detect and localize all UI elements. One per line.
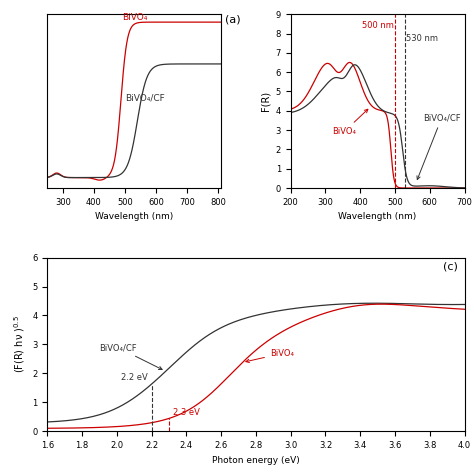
Text: (c): (c) (443, 261, 458, 271)
Text: 2.2 eV: 2.2 eV (121, 374, 148, 383)
Text: BiVO₄: BiVO₄ (246, 349, 294, 363)
Text: BiVO₄/CF: BiVO₄/CF (100, 343, 162, 370)
Y-axis label: (F(R) hν )$^{0.5}$: (F(R) hν )$^{0.5}$ (12, 316, 27, 374)
Text: (a): (a) (225, 14, 240, 24)
Y-axis label: F(R): F(R) (260, 91, 270, 111)
Text: BiVO₄: BiVO₄ (332, 109, 368, 136)
Text: BiVO₄/CF: BiVO₄/CF (125, 93, 165, 102)
Text: BiVO₄: BiVO₄ (122, 13, 147, 22)
Text: 2.3 eV: 2.3 eV (173, 408, 200, 417)
Text: 530 nm: 530 nm (407, 34, 438, 43)
X-axis label: Wavelength (nm): Wavelength (nm) (338, 212, 417, 221)
Text: BiVO₄/CF: BiVO₄/CF (417, 113, 460, 180)
X-axis label: Photon energy (eV): Photon energy (eV) (212, 456, 300, 465)
Text: 500 nm: 500 nm (363, 21, 394, 30)
X-axis label: Wavelength (nm): Wavelength (nm) (95, 212, 173, 221)
